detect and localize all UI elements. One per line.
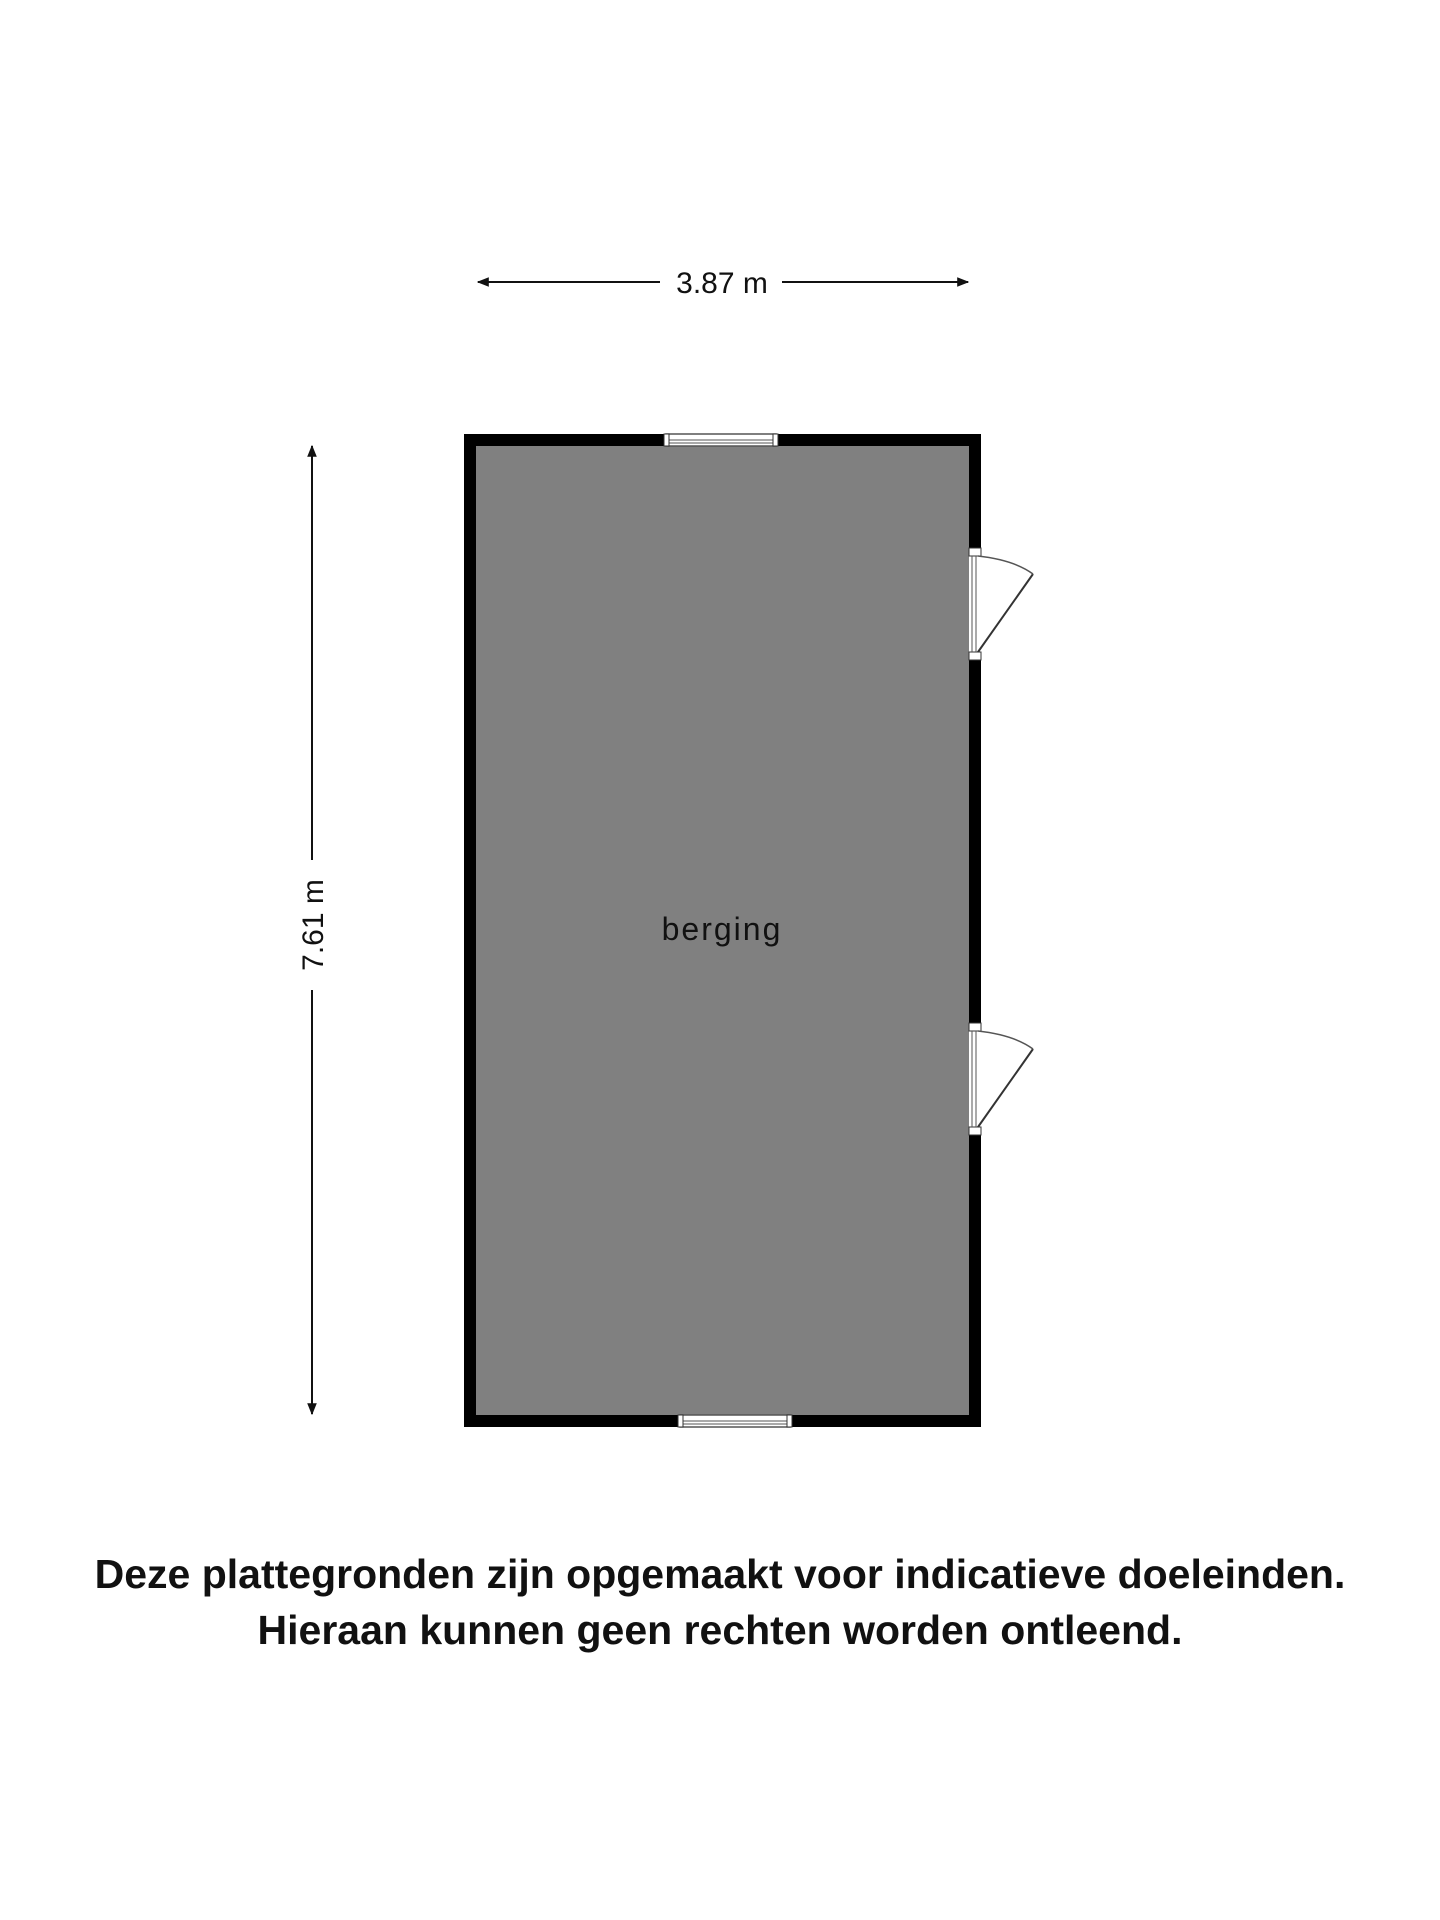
- disclaimer: Deze plattegronden zijn opgemaakt voor i…: [0, 1546, 1440, 1658]
- room-label: berging: [662, 911, 783, 947]
- room-floor: [476, 446, 969, 1415]
- disclaimer-line-1: Deze plattegronden zijn opgemaakt voor i…: [94, 1551, 1346, 1597]
- width-dimension: 3.87 m: [476, 267, 970, 300]
- door-swing-arc: [977, 1030, 1034, 1050]
- width-dimension-label: 3.87 m: [676, 267, 768, 300]
- door-swing-arc: [977, 555, 1034, 575]
- door-leaf: [977, 1048, 1034, 1128]
- disclaimer-line-2: Hieraan kunnen geen rechten worden ontle…: [257, 1607, 1183, 1653]
- height-dimension: 7.61 m: [297, 444, 330, 1416]
- door-right-lower: [968, 1022, 1034, 1136]
- door-right-upper: [968, 547, 1034, 661]
- door-leaf: [977, 573, 1034, 653]
- window-top: [663, 433, 779, 447]
- window-bottom: [677, 1414, 793, 1428]
- height-dimension-label: 7.61 m: [297, 879, 330, 971]
